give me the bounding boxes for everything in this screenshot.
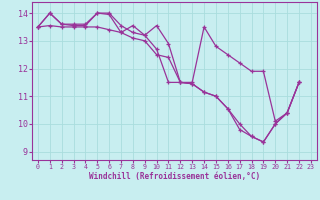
X-axis label: Windchill (Refroidissement éolien,°C): Windchill (Refroidissement éolien,°C)	[89, 172, 260, 181]
